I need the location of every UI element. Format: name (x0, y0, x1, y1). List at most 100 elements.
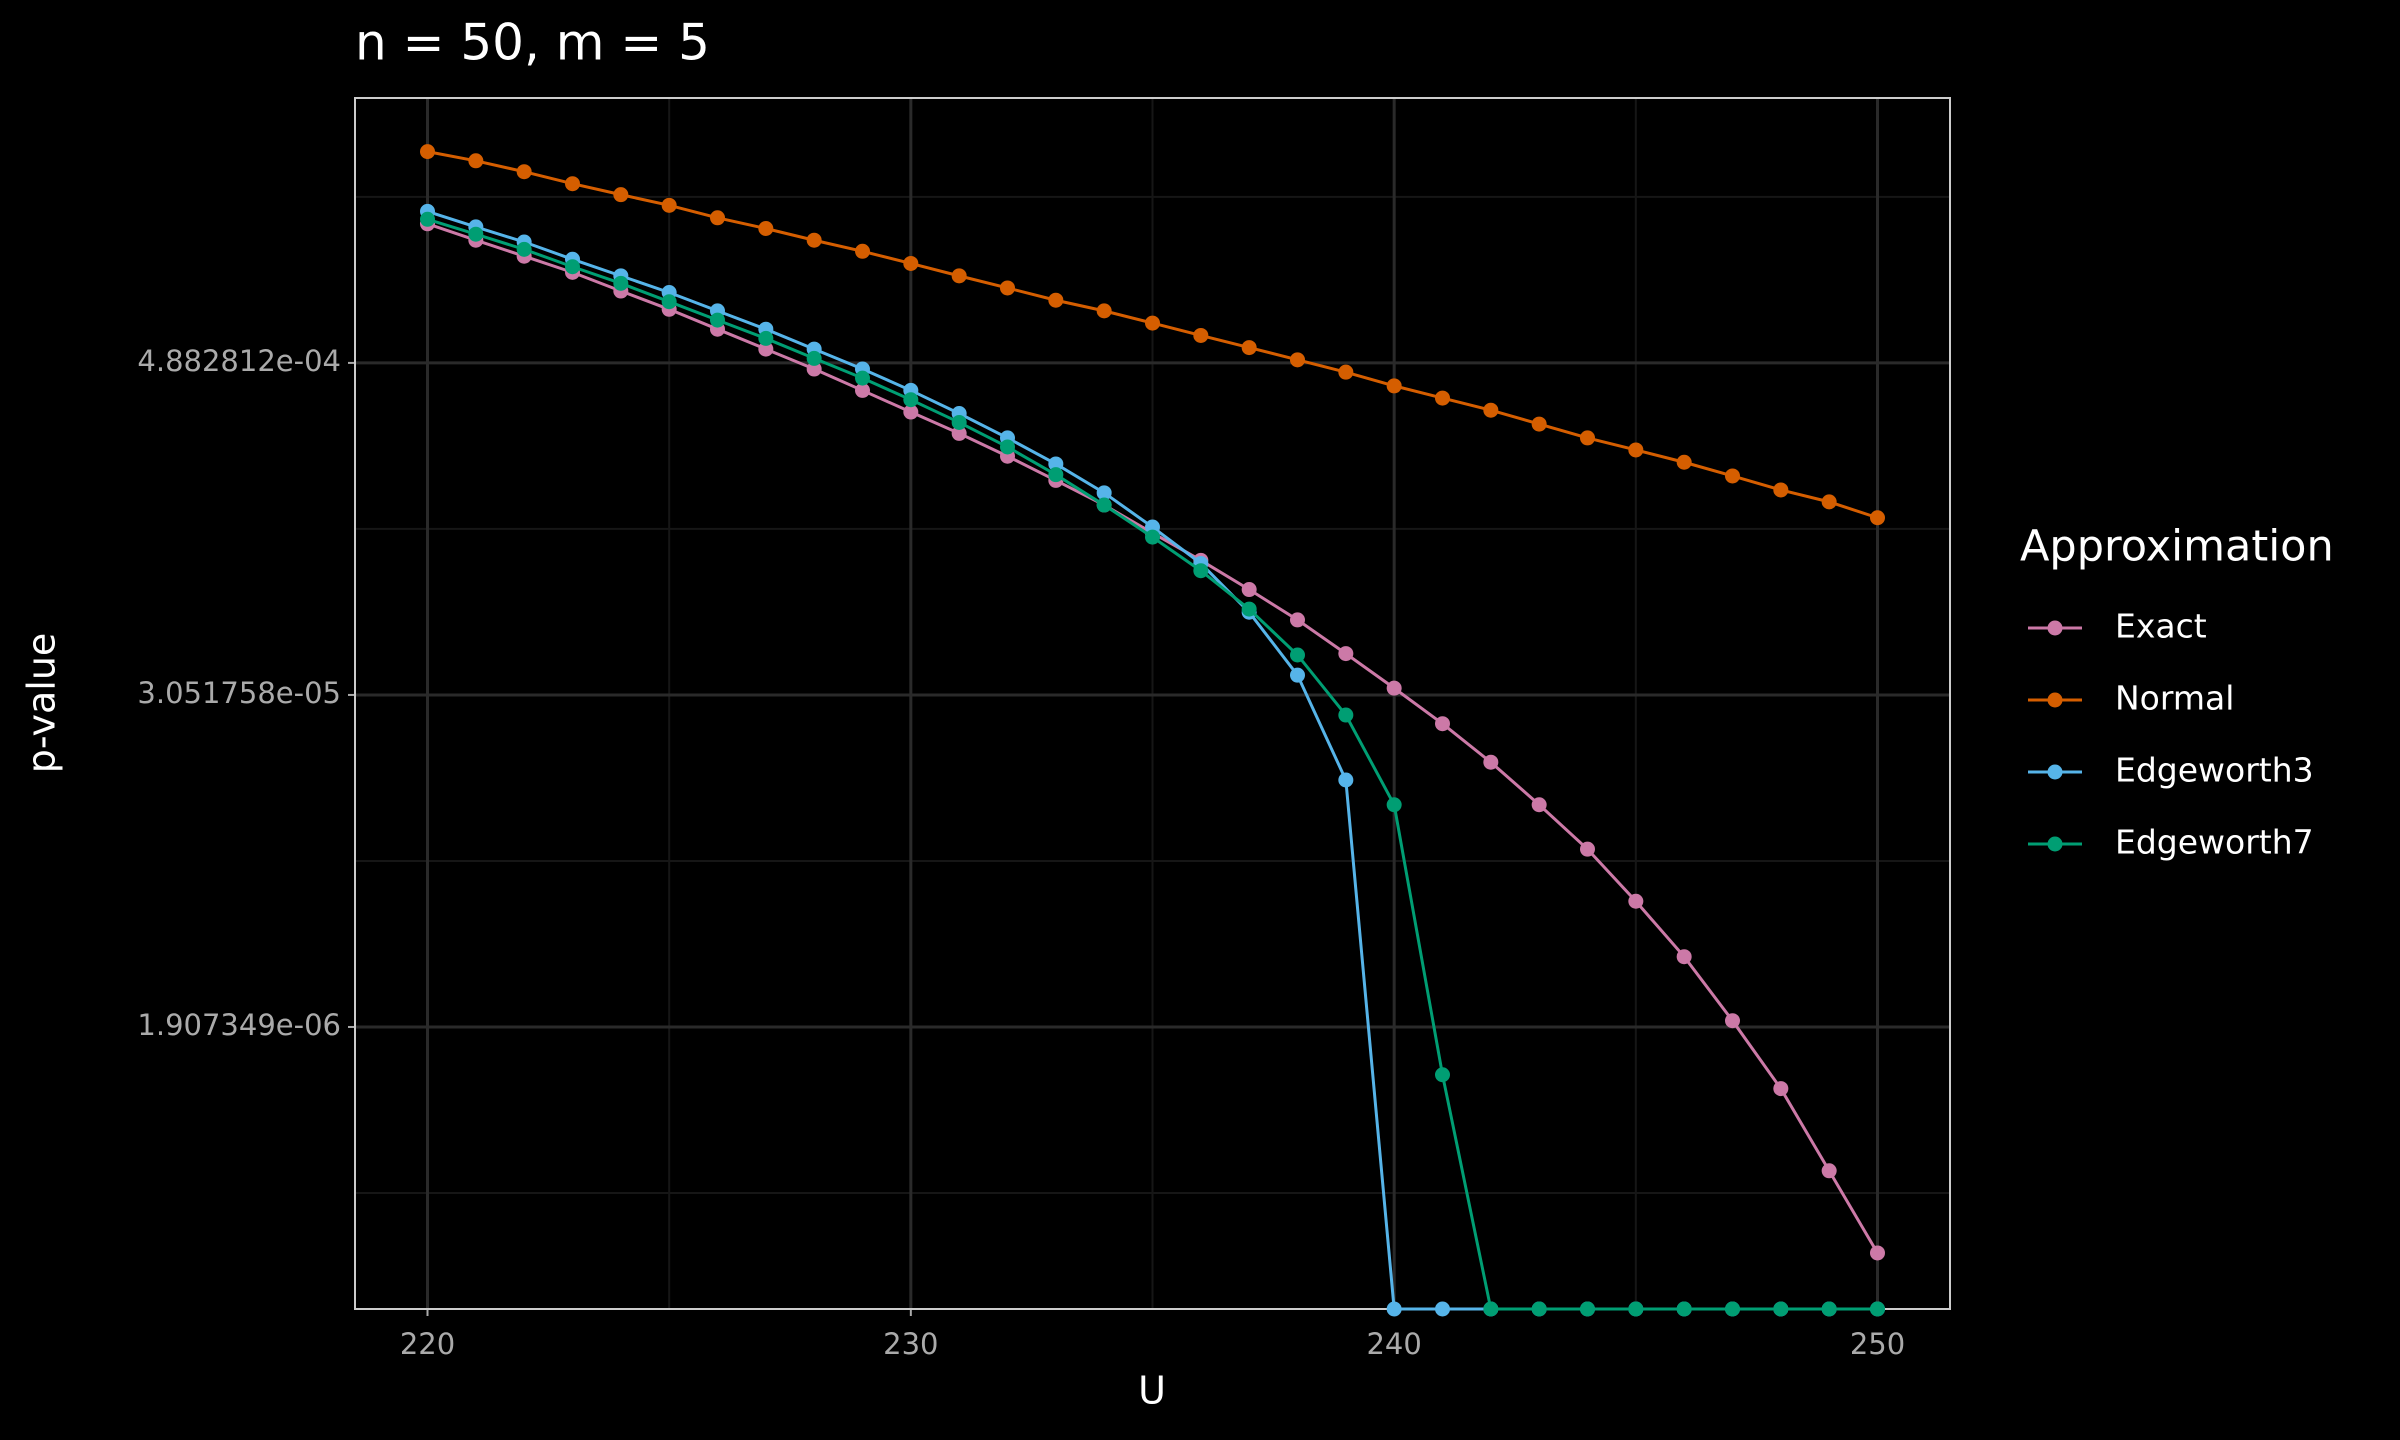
data-point (1531, 416, 1547, 432)
data-point (1338, 707, 1354, 723)
data-point (1628, 893, 1644, 909)
data-point (1435, 1301, 1450, 1317)
legend-key-point (2047, 836, 2063, 852)
data-point (1821, 494, 1837, 510)
data-point (661, 294, 677, 310)
data-point (1773, 1301, 1789, 1317)
data-point (903, 392, 919, 408)
data-point (1676, 1301, 1692, 1317)
data-point (1000, 439, 1015, 455)
data-point (1725, 1013, 1740, 1029)
data-point (516, 164, 532, 180)
data-point (1676, 949, 1692, 965)
data-point (710, 312, 725, 328)
legend-title: Approximation (2020, 522, 2334, 572)
data-point (1580, 1301, 1595, 1317)
data-point (806, 232, 822, 248)
data-point (1290, 647, 1305, 663)
data-point (1386, 680, 1402, 696)
data-point (468, 226, 484, 242)
data-point (1290, 667, 1305, 683)
x-axis-title: U (1138, 1369, 1166, 1413)
data-point (1580, 430, 1595, 446)
data-point (1870, 1301, 1885, 1317)
data-point (565, 176, 580, 192)
data-point (951, 425, 967, 441)
data-point (1628, 442, 1644, 458)
data-point (1676, 454, 1692, 470)
data-point (1145, 529, 1160, 545)
data-point (855, 243, 870, 259)
data-point (758, 341, 774, 357)
data-point (1435, 1067, 1450, 1083)
data-point (1096, 497, 1112, 513)
data-point (1531, 797, 1547, 813)
data-point (1241, 582, 1257, 598)
data-point (1483, 754, 1499, 770)
data-point (1725, 468, 1740, 484)
data-point (1290, 352, 1305, 368)
legend-key-point (2047, 692, 2063, 708)
data-point (710, 210, 725, 226)
y-tick-label: 3.051758e-05 (137, 676, 341, 710)
data-point (1870, 1245, 1885, 1261)
data-point (1435, 716, 1450, 732)
data-point (855, 382, 870, 398)
data-point (1000, 280, 1015, 296)
data-point (613, 275, 629, 291)
data-point (1435, 390, 1450, 406)
x-tick-label: 250 (1850, 1327, 1905, 1361)
data-point (1386, 797, 1402, 813)
legend-label: Edgeworth7 (2115, 823, 2314, 862)
legend-key-point (2047, 620, 2063, 636)
data-point (1580, 841, 1595, 857)
data-point (1870, 510, 1885, 526)
data-point (661, 197, 677, 213)
data-point (758, 330, 774, 346)
data-point (1531, 1301, 1547, 1317)
data-point (613, 187, 629, 203)
data-point (1193, 563, 1209, 579)
data-point (516, 241, 532, 257)
data-point (420, 211, 435, 227)
panel-border (354, 97, 1951, 1310)
data-point (1145, 315, 1160, 331)
data-point (806, 361, 822, 377)
data-point (1048, 292, 1064, 308)
data-point (1241, 340, 1257, 356)
data-point (1386, 378, 1402, 394)
data-point (1048, 456, 1064, 472)
y-tick-label: 1.907349e-06 (137, 1008, 341, 1042)
data-point (1386, 1301, 1402, 1317)
data-point (1338, 646, 1354, 662)
legend-key-point (2047, 764, 2063, 780)
data-point (806, 350, 822, 366)
legend-label: Edgeworth3 (2115, 751, 2314, 790)
data-point (1241, 601, 1257, 617)
data-point (1483, 402, 1499, 418)
data-point (1773, 482, 1789, 498)
data-point (1290, 612, 1305, 628)
data-point (1821, 1301, 1837, 1317)
data-point (468, 153, 484, 169)
data-point (1773, 1081, 1789, 1097)
data-point (1483, 1301, 1499, 1317)
data-point (1193, 327, 1209, 343)
x-tick-label: 220 (400, 1327, 455, 1361)
data-point (903, 404, 919, 420)
legend-label: Normal (2115, 679, 2234, 718)
data-point (565, 259, 580, 275)
data-point (951, 414, 967, 430)
data-point (855, 370, 870, 386)
data-point (420, 144, 435, 160)
data-point (903, 255, 919, 271)
data-point (1821, 1163, 1837, 1179)
data-point (951, 268, 967, 284)
y-axis-title: p-value (20, 633, 64, 774)
chart-title: n = 50, m = 5 (355, 14, 710, 72)
data-point (1725, 1301, 1740, 1317)
data-point (758, 220, 774, 236)
data-point (1338, 364, 1354, 380)
data-point (1338, 772, 1354, 788)
